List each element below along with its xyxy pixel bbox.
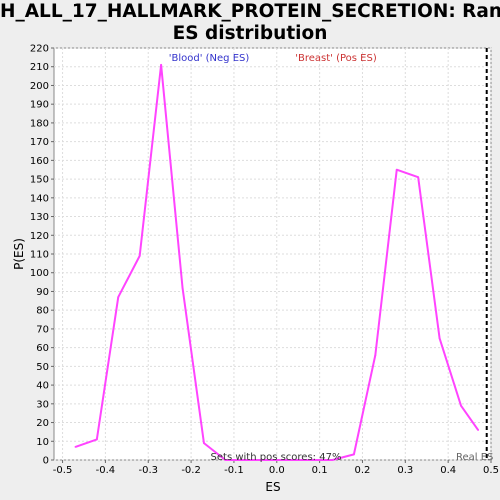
neg-es-label: 'Blood' (Neg ES) [169, 53, 250, 64]
y-tick-label: 60 [36, 343, 49, 354]
y-axis: 0 10 20 30 40 50 60 70 80 90 100 110 120 130 140 150 160… [30, 44, 54, 467]
chart-title-line2: ES distribution [172, 23, 328, 44]
y-tick-label: 80 [36, 306, 49, 317]
y-tick-label: 160 [30, 156, 49, 167]
x-tick-label: 0.2 [355, 465, 371, 476]
x-tick-label: -0.3 [138, 465, 158, 476]
data-point [477, 429, 480, 431]
data-point [460, 404, 462, 407]
data-point [438, 337, 441, 340]
y-tick-label: 70 [36, 324, 49, 335]
data-point [374, 354, 377, 357]
x-tick-label: 0.4 [440, 465, 456, 476]
data-point [331, 459, 334, 461]
data-point [267, 459, 270, 461]
pos-es-label: 'Breast' (Pos ES) [295, 53, 377, 64]
y-tick-label: 30 [36, 399, 49, 410]
y-tick-label: 110 [30, 250, 49, 261]
y-tick-label: 150 [30, 175, 49, 186]
data-point [138, 254, 141, 257]
x-axis-label: ES [265, 480, 280, 494]
x-tick-label: -0.5 [53, 465, 73, 476]
y-tick-label: 210 [30, 62, 49, 73]
chart-title-line1: H_ALL_17_HALLMARK_PROTEIN_SECRETION: Ran… [0, 1, 500, 22]
data-point [288, 459, 291, 461]
data-point [181, 286, 184, 289]
series-line [75, 63, 479, 461]
y-tick-label: 40 [36, 381, 49, 392]
series-layer [74, 63, 480, 461]
x-tick-label: -0.2 [181, 465, 201, 476]
y-tick-label: 130 [30, 212, 49, 223]
data-point [395, 168, 398, 171]
pos-scores-label: Sets with pos scores: 47% [211, 452, 342, 463]
data-point [310, 459, 312, 461]
data-point [417, 176, 420, 179]
y-tick-label: 20 [36, 418, 49, 429]
y-axis-label: P(ES) [12, 238, 26, 270]
y-tick-label: 100 [30, 268, 49, 279]
x-tick-label: -0.4 [96, 465, 116, 476]
y-tick-label: 120 [30, 231, 49, 242]
y-tick-label: 180 [30, 118, 49, 129]
grid [54, 47, 492, 461]
data-point [160, 63, 163, 66]
x-tick-label: 0.0 [269, 465, 285, 476]
data-point [95, 438, 98, 441]
y-tick-label: 140 [30, 193, 49, 204]
y-tick-label: 200 [30, 81, 49, 92]
x-tick-label: 0.5 [483, 465, 499, 476]
x-tick-label: -0.1 [224, 465, 244, 476]
data-point [224, 459, 227, 461]
x-tick-label: 0.1 [312, 465, 328, 476]
data-point [203, 442, 205, 445]
y-tick-label: 220 [30, 44, 49, 55]
data-point [353, 453, 355, 456]
y-tick-label: 90 [36, 287, 49, 298]
data-point [245, 459, 248, 461]
x-tick-label: 0.3 [397, 465, 413, 476]
data-point [117, 296, 120, 298]
y-tick-label: 10 [36, 437, 49, 448]
y-tick-label: 190 [30, 100, 49, 111]
y-tick-label: 170 [30, 137, 49, 148]
data-point [74, 445, 77, 448]
y-tick-label: 50 [36, 362, 49, 373]
real-es-label: Real ES [456, 452, 493, 463]
x-axis: -0.5 -0.4 -0.3 -0.2 -0.1 0.0 0.1 0.2 0.3 0.4 0.5 [53, 460, 499, 476]
y-tick-label: 0 [43, 456, 49, 467]
